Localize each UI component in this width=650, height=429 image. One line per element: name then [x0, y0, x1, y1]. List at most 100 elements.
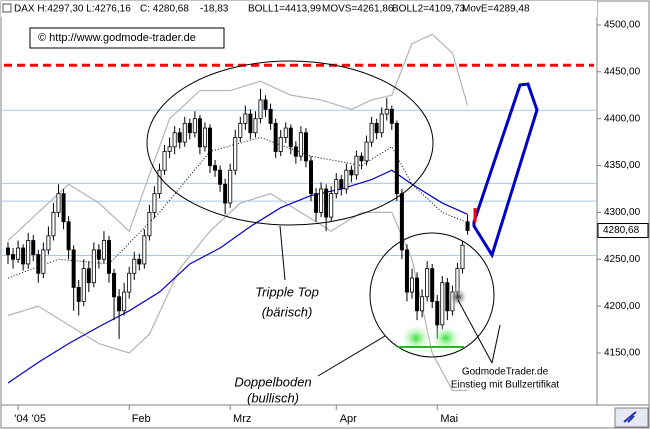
candle-body	[137, 258, 142, 265]
candle-body	[384, 108, 389, 115]
y-tick-label: 4400,00	[604, 113, 641, 124]
header-text: MOVS=4261,86	[322, 4, 394, 15]
header-icon	[2, 3, 12, 13]
candle-body	[394, 122, 399, 195]
copyright-box	[29, 27, 225, 49]
pointer	[279, 225, 286, 281]
candle-body	[112, 272, 117, 298]
candle-body	[409, 277, 414, 293]
candle-body	[182, 122, 187, 143]
candle-body	[56, 193, 61, 213]
indicator-line	[7, 193, 468, 392]
candle-body	[86, 268, 91, 284]
candle-body	[16, 247, 21, 260]
candle-body	[440, 282, 445, 326]
candle-body	[253, 118, 258, 134]
candle-body	[228, 169, 233, 204]
candle-body	[268, 108, 273, 124]
candle-body	[369, 122, 374, 143]
y-tick-label: 4250,00	[604, 254, 641, 265]
header-text: DAX H:4297,30 L:4276,16	[14, 4, 131, 15]
copyright: © http://www.godmode-trader.de	[38, 32, 196, 44]
candle-body	[81, 268, 86, 302]
candle-body	[379, 113, 384, 134]
highlight	[400, 324, 432, 352]
candle-body	[248, 113, 253, 134]
candle-body	[374, 122, 379, 134]
header-text: BOLL2=4109,73	[392, 4, 466, 15]
candle-body	[167, 146, 172, 152]
annotation: Tripple Top	[255, 284, 319, 299]
y-tick-label: 4350,00	[604, 160, 641, 171]
last-price-label: 4280,68	[603, 225, 640, 236]
candle-body	[41, 249, 46, 274]
candle-body	[21, 247, 26, 265]
candle-body	[288, 127, 293, 148]
candle-body	[334, 179, 339, 195]
candle-body	[46, 235, 51, 251]
candle-body	[36, 254, 41, 274]
candle-body	[364, 141, 369, 162]
candle-body	[142, 235, 147, 265]
candle-body	[96, 249, 101, 260]
candle-body	[61, 193, 66, 223]
candle-body	[192, 118, 197, 134]
header-text: -18,83	[200, 4, 229, 15]
annotations: © http://www.godmode-trader.de Tripple T…	[29, 27, 560, 405]
candle-body	[162, 151, 167, 171]
candle-body	[425, 268, 430, 298]
annotation: (bullisch)	[247, 390, 299, 405]
candle-body	[117, 296, 122, 312]
candle-body	[101, 240, 106, 260]
candle-body	[465, 221, 470, 231]
annotation: Einstieg mit Bullzertifikat	[451, 380, 560, 391]
candle-body	[349, 169, 354, 176]
candle-body	[107, 240, 112, 274]
indicator-line	[7, 33, 469, 241]
candle-body	[172, 132, 177, 148]
candle-body	[359, 155, 364, 162]
header-text: BOLL1=4413,99	[248, 4, 322, 15]
candle-body	[339, 179, 344, 190]
candle-body	[122, 291, 127, 312]
highlight	[448, 287, 468, 307]
candle-body	[71, 249, 76, 288]
candle-body	[207, 127, 212, 166]
candle-body	[308, 160, 313, 195]
candle-body	[415, 277, 420, 312]
y-tick-label: 4150,00	[604, 348, 641, 359]
candle-body	[329, 193, 334, 218]
indicator-line	[7, 136, 468, 279]
circle	[369, 232, 495, 358]
candle-body	[187, 122, 192, 134]
candle-body	[258, 99, 263, 120]
candle-body	[238, 122, 243, 138]
candle-body	[202, 127, 207, 148]
candle-body	[435, 301, 440, 326]
candle-body	[354, 155, 359, 176]
candle-body	[430, 268, 435, 302]
x-tick-label: Mai	[440, 413, 458, 425]
candle-body	[278, 137, 283, 152]
x-tick-label: '04 '05	[14, 413, 46, 425]
candle-body	[263, 99, 268, 110]
candle-body	[404, 249, 409, 293]
pointer	[457, 299, 493, 364]
candle-body	[298, 132, 303, 157]
annotation: Doppelboden	[234, 374, 311, 389]
x-tick-label: Feb	[132, 413, 151, 425]
y-tick-label: 4200,00	[604, 301, 641, 312]
annotation: (bärisch)	[262, 304, 313, 319]
y-axis-panel	[596, 0, 650, 406]
candle-body	[460, 244, 465, 270]
candle-body	[26, 240, 31, 265]
candle-body	[11, 254, 16, 260]
candle-body	[197, 118, 202, 148]
candle-body	[213, 165, 218, 171]
candle-body	[91, 249, 96, 284]
x-axis-panel	[0, 404, 650, 429]
candle-body	[147, 212, 152, 237]
x-tick-label: Apr	[340, 413, 357, 425]
candle-body	[157, 169, 162, 195]
